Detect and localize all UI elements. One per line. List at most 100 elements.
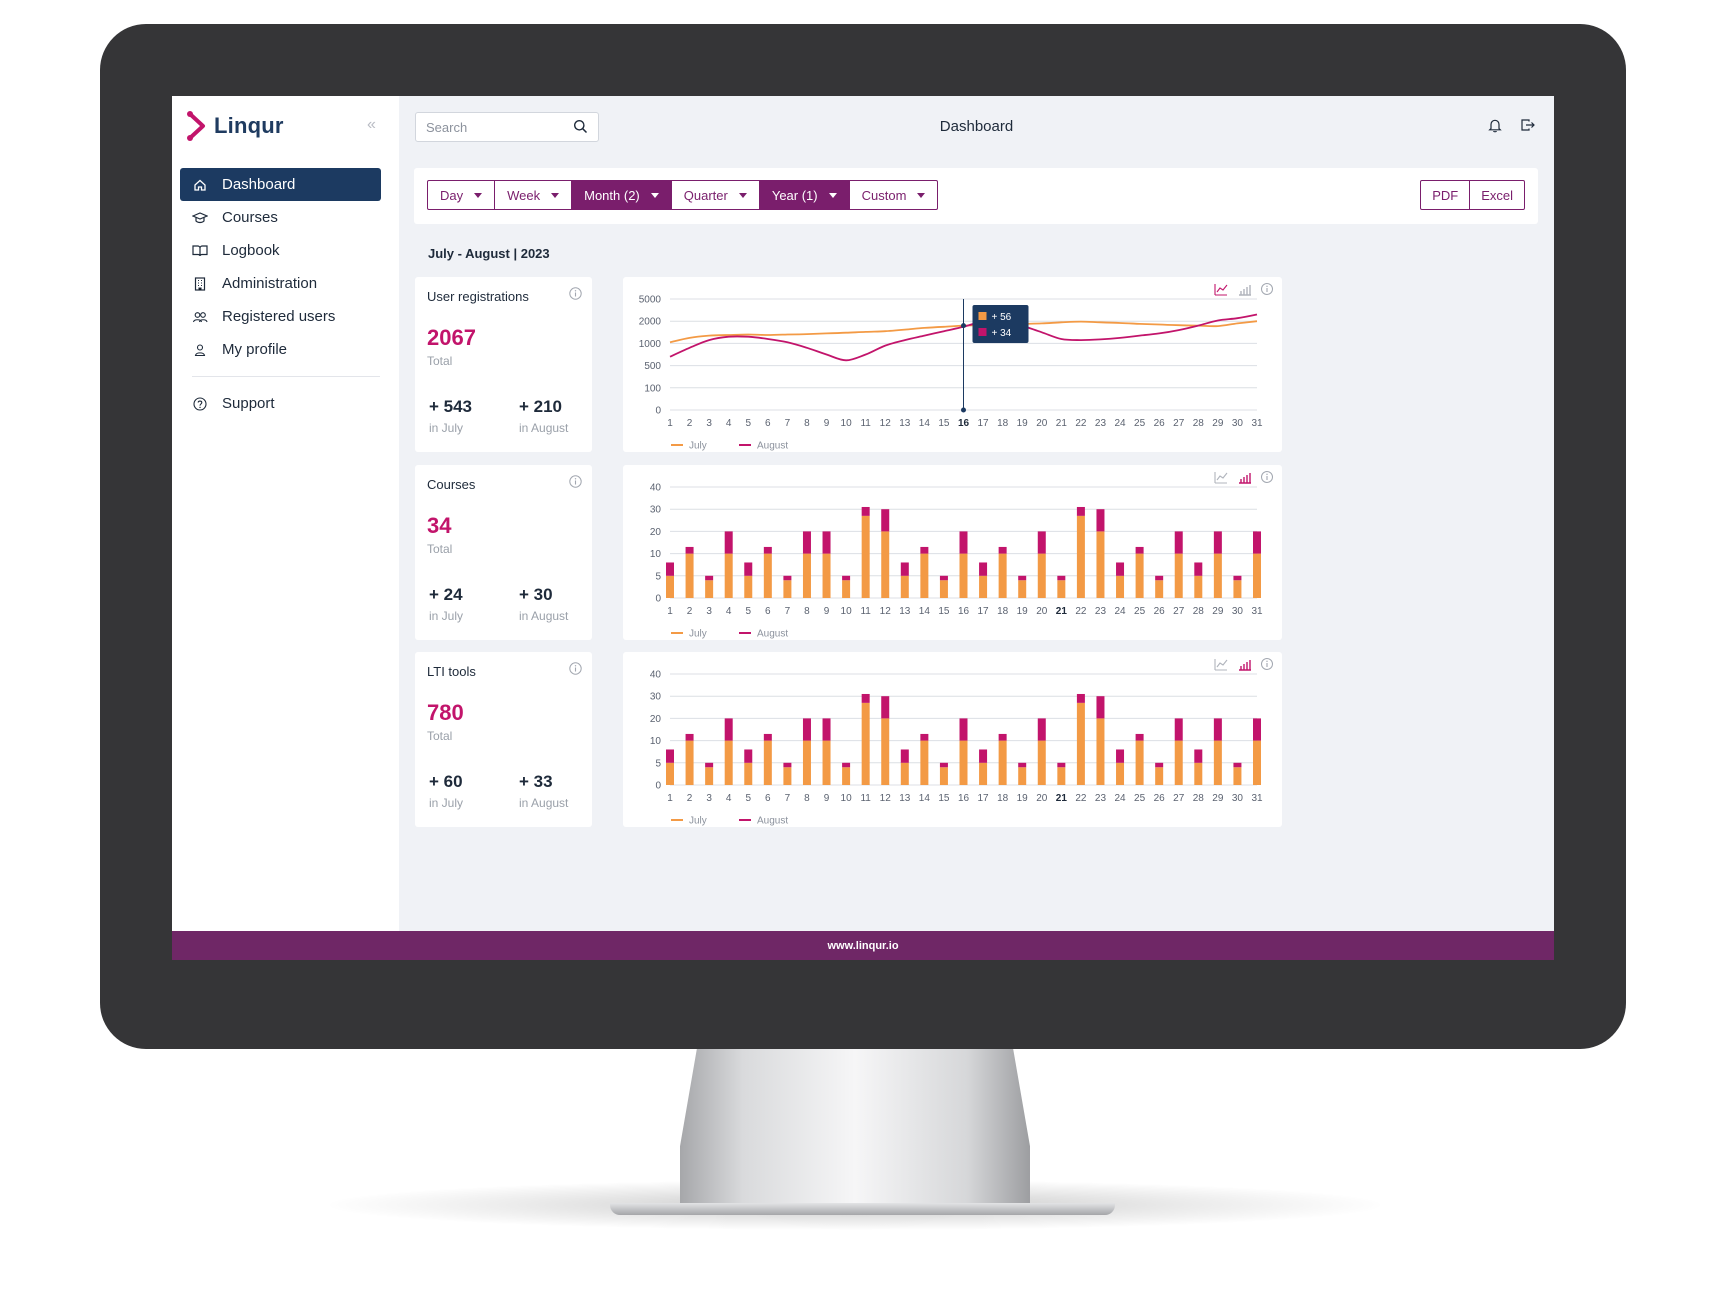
bar-august-31[interactable] [1253, 531, 1261, 554]
bar-august-24[interactable] [1116, 562, 1125, 576]
bell-icon[interactable] [1488, 118, 1502, 138]
info-icon[interactable] [1261, 471, 1273, 483]
bar-august-7[interactable] [783, 575, 792, 581]
bar-august-15[interactable] [939, 575, 948, 581]
bar-july-24[interactable] [1116, 762, 1125, 785]
bar-august-18[interactable] [998, 546, 1007, 554]
bar-august-1[interactable] [666, 562, 674, 576]
bar-august-25[interactable] [1135, 546, 1144, 554]
bar-july-29[interactable] [1213, 553, 1222, 598]
bar-august-30[interactable] [1233, 575, 1242, 581]
bar-august-1[interactable] [666, 749, 674, 763]
bar-august-13[interactable] [900, 562, 909, 576]
bar-august-20[interactable] [1037, 718, 1046, 741]
bar-july-4[interactable] [724, 740, 733, 785]
info-icon[interactable] [569, 475, 582, 493]
sidebar-item-logbook[interactable]: Logbook [180, 234, 381, 267]
line-chart-icon[interactable] [1214, 472, 1228, 484]
bar-august-14[interactable] [920, 546, 929, 554]
bar-august-20[interactable] [1037, 531, 1046, 554]
sidebar-item-my-profile[interactable]: My profile [180, 333, 381, 366]
bar-july-16[interactable] [959, 553, 968, 598]
bar-august-11[interactable] [861, 506, 870, 516]
bar-july-15[interactable] [939, 767, 948, 785]
bar-august-3[interactable] [705, 575, 714, 581]
bar-august-2[interactable] [685, 733, 694, 741]
bar-july-26[interactable] [1155, 580, 1164, 598]
bar-august-26[interactable] [1155, 575, 1164, 581]
bar-july-30[interactable] [1233, 580, 1242, 598]
bar-july-13[interactable] [900, 762, 909, 785]
bar-july-30[interactable] [1233, 767, 1242, 785]
bar-july-31[interactable] [1253, 740, 1261, 785]
bar-july-16[interactable] [959, 740, 968, 785]
line-chart-icon[interactable] [1214, 659, 1228, 671]
bar-july-9[interactable] [822, 740, 831, 785]
filter-quarter[interactable]: Quarter [672, 181, 760, 209]
bar-august-5[interactable] [744, 749, 753, 763]
filter-custom[interactable]: Custom [850, 181, 938, 209]
bar-august-4[interactable] [724, 531, 733, 554]
bar-august-28[interactable] [1194, 562, 1203, 576]
bar-chart-icon[interactable] [1239, 660, 1251, 671]
bar-august-31[interactable] [1253, 718, 1261, 741]
bar-august-21[interactable] [1057, 575, 1066, 581]
bar-july-14[interactable] [920, 553, 929, 598]
bar-july-1[interactable] [666, 575, 674, 598]
filter-year[interactable]: Year (1) [759, 181, 850, 209]
line-chart-icon[interactable] [1214, 284, 1228, 296]
bar-august-29[interactable] [1213, 718, 1222, 741]
bar-august-26[interactable] [1155, 762, 1164, 768]
bar-july-11[interactable] [861, 702, 870, 785]
bar-august-10[interactable] [842, 762, 851, 768]
bar-july-28[interactable] [1194, 762, 1203, 785]
bar-august-6[interactable] [763, 546, 772, 554]
bar-august-17[interactable] [979, 749, 988, 763]
bar-august-23[interactable] [1096, 509, 1105, 532]
bar-july-17[interactable] [979, 575, 988, 598]
bar-july-18[interactable] [998, 553, 1007, 598]
bar-august-27[interactable] [1174, 531, 1183, 554]
sidebar-item-dashboard[interactable]: Dashboard [180, 168, 381, 201]
export-excel-button[interactable]: Excel [1481, 187, 1513, 203]
bar-august-12[interactable] [881, 509, 890, 532]
bar-july-26[interactable] [1155, 767, 1164, 785]
bar-august-28[interactable] [1194, 749, 1203, 763]
bar-august-8[interactable] [802, 718, 811, 741]
bar-july-7[interactable] [783, 580, 792, 598]
bar-july-1[interactable] [666, 762, 674, 785]
bar-july-23[interactable] [1096, 718, 1105, 785]
search-icon[interactable] [573, 119, 588, 139]
bar-august-3[interactable] [705, 762, 714, 768]
bar-july-27[interactable] [1174, 740, 1183, 785]
bar-august-13[interactable] [900, 749, 909, 763]
bar-august-12[interactable] [881, 696, 890, 719]
bar-august-24[interactable] [1116, 749, 1125, 763]
bar-july-12[interactable] [881, 531, 890, 598]
bar-august-22[interactable] [1076, 506, 1085, 516]
bar-august-25[interactable] [1135, 733, 1144, 741]
bar-august-10[interactable] [842, 575, 851, 581]
bar-july-21[interactable] [1057, 767, 1066, 785]
bar-august-22[interactable] [1076, 693, 1085, 703]
bar-july-8[interactable] [802, 740, 811, 785]
logout-icon[interactable] [1520, 118, 1536, 138]
bar-july-20[interactable] [1037, 740, 1046, 785]
bar-july-29[interactable] [1213, 740, 1222, 785]
bar-august-5[interactable] [744, 562, 753, 576]
bar-july-4[interactable] [724, 553, 733, 598]
bar-august-11[interactable] [861, 693, 870, 703]
bar-july-17[interactable] [979, 762, 988, 785]
bar-july-11[interactable] [861, 515, 870, 598]
info-icon[interactable] [569, 662, 582, 680]
bar-august-9[interactable] [822, 531, 831, 554]
bar-august-19[interactable] [1018, 762, 1027, 768]
bar-july-5[interactable] [744, 575, 753, 598]
info-icon[interactable] [1261, 283, 1273, 295]
bar-august-6[interactable] [763, 733, 772, 741]
bar-august-23[interactable] [1096, 696, 1105, 719]
bar-july-5[interactable] [744, 762, 753, 785]
info-icon[interactable] [1261, 658, 1273, 670]
bar-july-27[interactable] [1174, 553, 1183, 598]
